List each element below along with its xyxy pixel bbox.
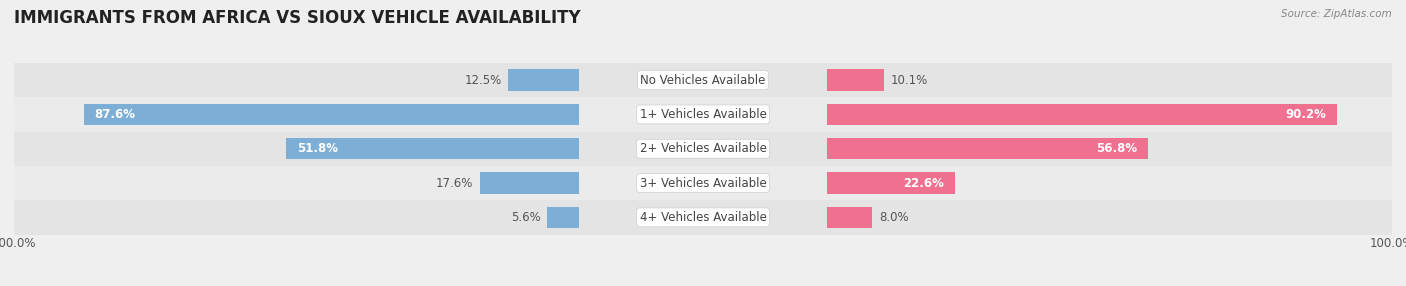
Text: 56.8%: 56.8%: [1097, 142, 1137, 155]
Text: 5.6%: 5.6%: [510, 211, 540, 224]
FancyBboxPatch shape: [14, 132, 1392, 166]
Bar: [287, 138, 579, 159]
Text: 51.8%: 51.8%: [297, 142, 337, 155]
Text: 17.6%: 17.6%: [436, 176, 472, 190]
Bar: [479, 172, 579, 194]
FancyBboxPatch shape: [14, 200, 1392, 235]
Text: 87.6%: 87.6%: [94, 108, 135, 121]
Text: 10.1%: 10.1%: [891, 74, 928, 87]
Bar: [509, 69, 579, 91]
FancyBboxPatch shape: [14, 166, 1392, 200]
Bar: [827, 104, 1337, 125]
Text: 2+ Vehicles Available: 2+ Vehicles Available: [640, 142, 766, 155]
FancyBboxPatch shape: [14, 63, 1392, 97]
FancyBboxPatch shape: [14, 97, 1392, 132]
Bar: [547, 207, 579, 228]
Bar: [827, 207, 872, 228]
Bar: [827, 172, 955, 194]
Bar: [827, 69, 884, 91]
Text: 8.0%: 8.0%: [879, 211, 908, 224]
Text: No Vehicles Available: No Vehicles Available: [640, 74, 766, 87]
Text: 12.5%: 12.5%: [464, 74, 502, 87]
Bar: [84, 104, 579, 125]
Text: 3+ Vehicles Available: 3+ Vehicles Available: [640, 176, 766, 190]
Text: 90.2%: 90.2%: [1285, 108, 1326, 121]
Bar: [827, 138, 1147, 159]
Text: Source: ZipAtlas.com: Source: ZipAtlas.com: [1281, 9, 1392, 19]
Text: IMMIGRANTS FROM AFRICA VS SIOUX VEHICLE AVAILABILITY: IMMIGRANTS FROM AFRICA VS SIOUX VEHICLE …: [14, 9, 581, 27]
Text: 1+ Vehicles Available: 1+ Vehicles Available: [640, 108, 766, 121]
Text: 4+ Vehicles Available: 4+ Vehicles Available: [640, 211, 766, 224]
Text: 22.6%: 22.6%: [904, 176, 945, 190]
